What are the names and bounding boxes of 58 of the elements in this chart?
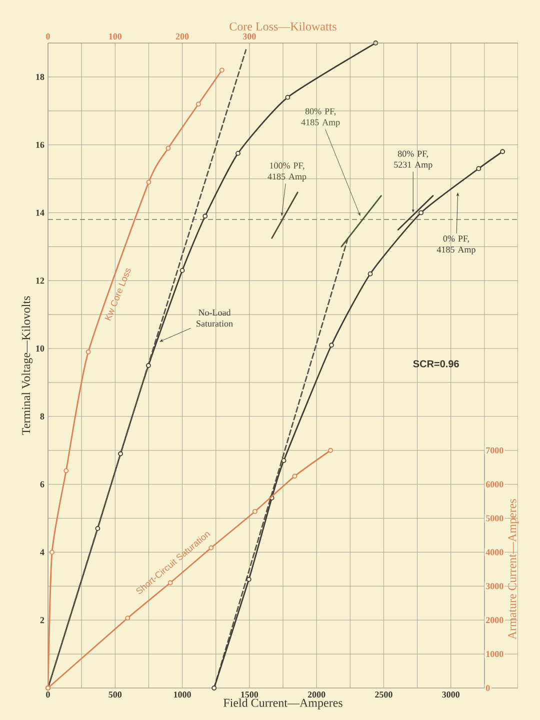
y-tick-label: 14 [36,210,44,216]
x2-tick-label: 100 [109,33,122,40]
text: No-Load Saturation [196,309,233,327]
point [236,150,240,156]
x2-tick-label: 0 [46,33,50,40]
y2-tick-label: 7000 [486,447,504,454]
point [252,509,258,514]
x-tick-label: 500 [108,692,122,698]
y2-tick-label: 6000 [486,481,504,488]
text: 80% PF, 4185 Amp [301,108,340,128]
x-tick-label: 1500 [241,692,258,698]
y-tick-label: 2 [40,617,44,624]
y2-tick-label: 4000 [486,549,504,556]
text: Kw Core Loss [104,268,131,321]
series-label: 100% PF, 4185 Amp [268,162,306,182]
x-axis-title: Field Current—Amperes [224,698,342,710]
y-tick-label: 8 [40,413,44,420]
point [476,166,482,172]
point [328,448,333,453]
y-tick-label: 6 [40,481,44,488]
x-tick-label: 3000 [442,692,460,698]
x-tick-label: 2500 [375,692,392,698]
y-tick-label: 18 [36,74,44,80]
y-tick-label: 10 [36,345,44,352]
y-axis-title: Terminal Voltage—Kilovolts [22,296,33,435]
text: 0% PF, 4185 Amp [436,236,476,254]
y-tick-label: 16 [36,142,44,148]
point [329,342,334,348]
y2-tick-label: 1000 [486,651,504,658]
y-tick-label: 4 [40,549,44,556]
point [95,526,100,531]
point [281,458,286,463]
x-tick-label: 2000 [308,692,326,698]
point [500,149,505,154]
point [292,474,298,479]
point [146,363,151,368]
point [246,576,252,582]
point [212,686,217,690]
annotation: SCR=0.96 [413,360,459,368]
x2-tick-label: 200 [176,33,189,40]
x-tick-label: 1000 [174,692,191,698]
y-tick-label: 12 [36,278,44,284]
text: 80% PF, 5231 Amp [394,150,432,170]
y2-axis-title: Armature Current—Amperes [508,499,519,640]
point [118,451,123,456]
point [125,616,130,621]
point [202,214,208,219]
point [368,271,373,276]
x-tick-label: 0 [46,692,50,698]
point [418,210,424,216]
y2-tick-label: 0 [486,684,490,692]
x2-axis-title: Core Loss—Kilowatts [230,22,336,31]
y2-tick-label: 5000 [486,515,504,522]
point [285,94,290,100]
y2-tick-label: 3000 [486,583,504,590]
point [180,268,185,273]
x2-tick-label: 300 [243,33,256,40]
y2-tick-label: 2000 [486,617,504,624]
